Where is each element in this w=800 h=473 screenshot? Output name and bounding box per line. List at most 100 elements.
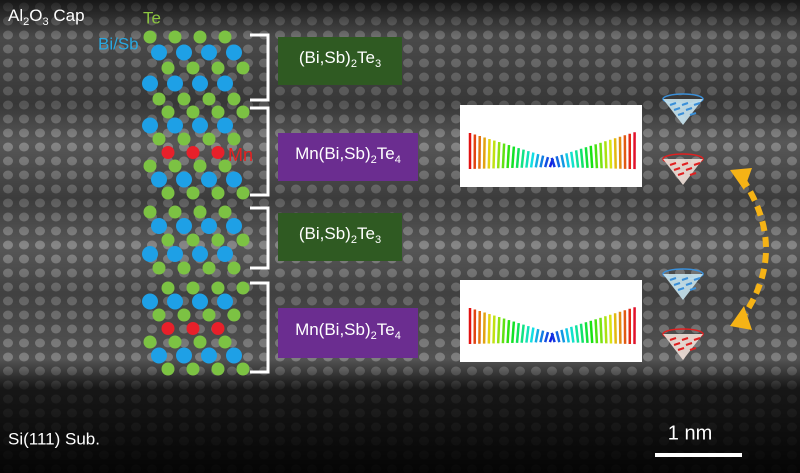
atom xyxy=(227,92,241,106)
atom xyxy=(161,362,175,376)
subscript: 4 xyxy=(395,154,401,166)
spin-arrow xyxy=(487,314,491,344)
cone-spin xyxy=(669,277,677,281)
atom xyxy=(211,281,225,295)
atom xyxy=(161,233,175,247)
cone-spin xyxy=(677,287,685,291)
spin-arrow xyxy=(589,320,594,344)
atom xyxy=(226,44,242,61)
cone-spin xyxy=(693,277,701,281)
spin-arrow xyxy=(565,328,570,343)
spin-arrow xyxy=(569,151,575,168)
atom xyxy=(176,218,192,234)
spin-arrow xyxy=(599,142,603,169)
text-part: (Bi,Sb) xyxy=(299,224,351,243)
layer-box xyxy=(278,133,418,181)
text-part: Al xyxy=(8,6,23,25)
spin-arrow xyxy=(525,325,530,343)
spin-arrow xyxy=(550,332,556,343)
cone-spin xyxy=(681,337,689,341)
atom xyxy=(211,322,225,335)
spin-arrow xyxy=(506,319,511,344)
text-part: O xyxy=(29,6,42,25)
atom xyxy=(218,30,232,44)
atom xyxy=(193,335,207,349)
spin-arrow xyxy=(515,147,520,168)
atom xyxy=(168,30,182,44)
atom xyxy=(186,281,200,295)
layer-label: (Bi,Sb)2Te3 xyxy=(299,48,381,70)
spin-arrow xyxy=(560,329,566,343)
atom xyxy=(168,159,182,173)
spin-arrow xyxy=(613,313,617,344)
scale-label: 1 nm xyxy=(668,422,712,444)
spin-arrow xyxy=(550,157,556,168)
atom xyxy=(236,233,250,247)
atom xyxy=(161,61,175,75)
atom xyxy=(227,132,241,146)
subscript: 2 xyxy=(371,330,377,342)
atom xyxy=(177,308,191,322)
atom xyxy=(226,218,242,234)
atom xyxy=(211,186,225,200)
spin-arrow xyxy=(492,140,496,169)
cone-spin xyxy=(677,112,685,116)
cone-spin xyxy=(673,107,681,111)
atom xyxy=(218,159,232,173)
arrow-head xyxy=(730,306,752,330)
atom xyxy=(152,308,166,322)
spin-arrow xyxy=(543,156,550,168)
arrow-head xyxy=(730,168,752,190)
spin-arrow xyxy=(496,317,501,344)
atom xyxy=(167,246,183,262)
atom xyxy=(226,347,242,364)
atom xyxy=(201,171,217,188)
cone-spin xyxy=(685,282,693,286)
spin-arrow xyxy=(534,153,540,168)
spin-arrow xyxy=(501,143,506,169)
spin-arrow xyxy=(560,154,566,168)
cone-spin xyxy=(689,347,697,351)
spin-arrow xyxy=(589,145,594,169)
text-part: Te xyxy=(357,224,375,243)
atom xyxy=(236,281,250,295)
spin-arrow xyxy=(579,323,585,343)
spin-arrow xyxy=(506,144,511,169)
atom xyxy=(161,146,175,159)
spin-arrow xyxy=(594,144,599,169)
text-part: Cap xyxy=(49,6,85,25)
spin-arrow xyxy=(543,331,550,343)
atom xyxy=(177,132,191,146)
atom xyxy=(142,117,158,134)
atom xyxy=(236,186,250,200)
atom xyxy=(227,308,241,322)
atom xyxy=(186,105,200,119)
atom xyxy=(211,146,225,159)
text-part: Mn(Bi,Sb) xyxy=(295,320,371,339)
atom xyxy=(167,75,183,92)
spin-arrow xyxy=(574,325,580,343)
cone-spin xyxy=(693,162,701,166)
spin-arrow xyxy=(501,318,506,344)
spin-arrow xyxy=(529,152,535,168)
cone-spin xyxy=(673,167,681,171)
atom xyxy=(142,75,158,92)
spin-arrow xyxy=(520,149,525,168)
atom xyxy=(193,30,207,44)
layer-box xyxy=(278,213,402,261)
cone-spin xyxy=(681,102,689,106)
cone-spin xyxy=(669,162,677,166)
cone-spin xyxy=(689,112,697,116)
spin-arrow xyxy=(511,321,516,344)
atom xyxy=(192,117,208,134)
spin-arrow xyxy=(539,155,545,168)
atom xyxy=(193,205,207,219)
atom xyxy=(201,44,217,61)
atom xyxy=(177,92,191,106)
spin-arrow xyxy=(604,141,608,169)
atom xyxy=(167,117,183,134)
atom xyxy=(202,261,216,275)
spin-arrow xyxy=(520,324,525,343)
atom xyxy=(143,159,157,173)
